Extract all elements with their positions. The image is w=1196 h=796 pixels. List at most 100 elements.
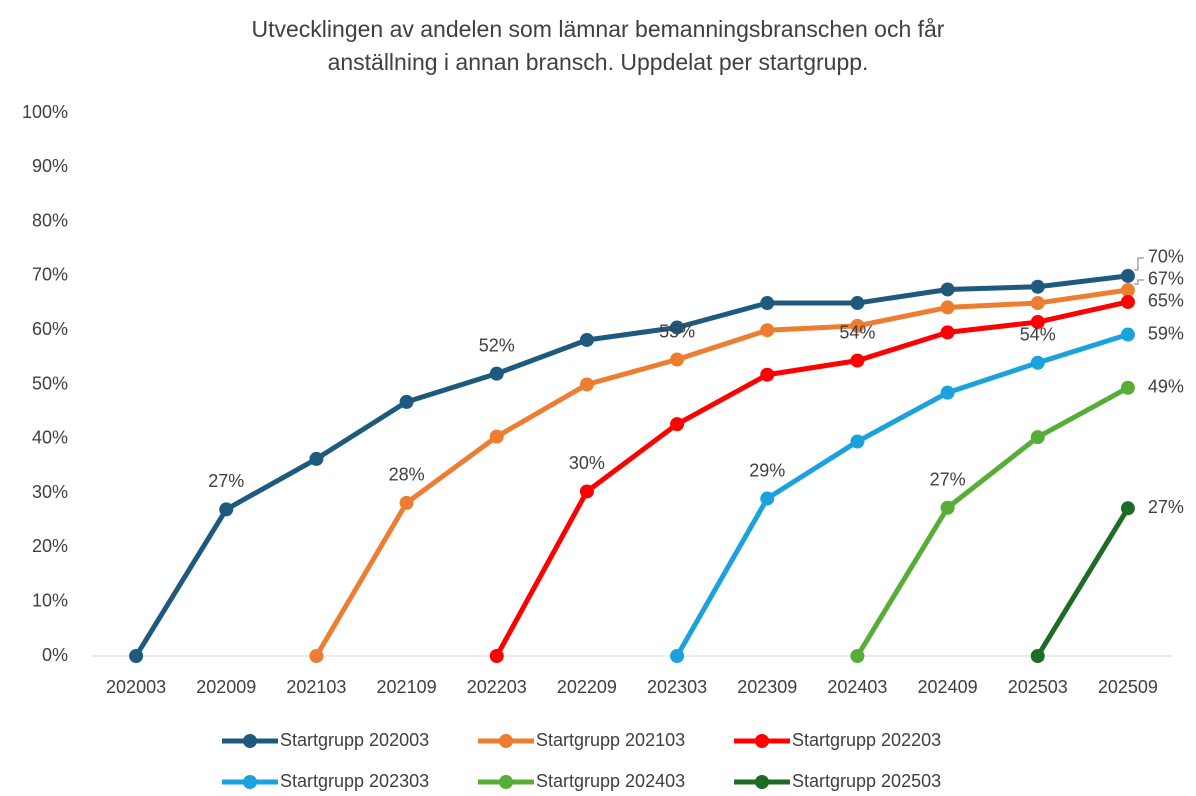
- data-point: [850, 434, 865, 449]
- y-tick-label: 100%: [22, 102, 68, 122]
- data-point: [670, 649, 685, 663]
- x-tick-label: 202209: [557, 677, 617, 697]
- data-label: 65%: [1148, 291, 1184, 311]
- y-tick-label: 60%: [32, 319, 68, 339]
- data-point: [399, 394, 414, 409]
- x-tick-label: 202309: [737, 677, 797, 697]
- data-point: [489, 366, 504, 381]
- data-point: [850, 296, 865, 311]
- data-point: [1120, 268, 1135, 283]
- data-point: [1120, 501, 1135, 516]
- data-point: [579, 377, 594, 392]
- data-label: 27%: [208, 471, 244, 491]
- y-tick-label: 80%: [32, 210, 68, 230]
- data-point: [760, 491, 775, 506]
- y-tick-label: 20%: [32, 536, 68, 556]
- data-point: [399, 495, 414, 510]
- legend-label: Startgrupp 202103: [536, 730, 685, 750]
- data-point: [1030, 279, 1045, 294]
- legend-label: Startgrupp 202503: [792, 771, 941, 791]
- legend-marker: [755, 734, 769, 748]
- data-point: [309, 649, 324, 663]
- y-tick-label: 70%: [32, 265, 68, 285]
- data-point: [850, 649, 865, 663]
- data-label: 30%: [569, 453, 605, 473]
- x-tick-label: 202003: [106, 677, 166, 697]
- data-point: [1030, 649, 1045, 663]
- data-point: [579, 484, 594, 499]
- y-tick-label: 50%: [32, 373, 68, 393]
- data-point: [1030, 430, 1045, 445]
- y-tick-label: 90%: [32, 156, 68, 176]
- data-point: [670, 320, 685, 335]
- data-label: 28%: [389, 465, 425, 485]
- data-point: [940, 300, 955, 315]
- series-line: [674, 332, 1129, 658]
- x-tick-label: 202303: [647, 677, 707, 697]
- y-tick-label: 40%: [32, 428, 68, 448]
- data-label: 54%: [1020, 325, 1056, 345]
- data-point: [940, 500, 955, 515]
- data-label: 29%: [749, 460, 785, 480]
- series-line: [1035, 507, 1131, 658]
- legend-marker: [499, 734, 513, 748]
- legend-label: Startgrupp 202203: [792, 730, 941, 750]
- y-tick-label: 30%: [32, 482, 68, 502]
- data-point: [1030, 296, 1045, 311]
- data-point: [760, 296, 775, 311]
- x-tick-label: 202403: [827, 677, 887, 697]
- x-tick-label: 202109: [377, 677, 437, 697]
- legend-label: Startgrupp 202003: [280, 730, 429, 750]
- data-point: [579, 332, 594, 347]
- legend-marker: [499, 775, 513, 789]
- data-point: [1120, 294, 1135, 309]
- data-point: [1030, 315, 1045, 330]
- chart-title: Utvecklingen av andelen som lämnar beman…: [252, 16, 945, 42]
- data-label: 52%: [479, 335, 515, 355]
- data-point: [850, 318, 865, 333]
- data-label: 49%: [1148, 377, 1184, 397]
- x-tick-label: 202009: [196, 677, 256, 697]
- leader-line: [1133, 257, 1144, 271]
- y-tick-label: 0%: [42, 645, 68, 665]
- data-label: 59%: [1148, 323, 1184, 343]
- y-tick-label: 10%: [32, 590, 68, 610]
- data-point: [129, 649, 144, 663]
- data-point: [1030, 355, 1045, 370]
- x-tick-label: 202203: [467, 677, 527, 697]
- data-point: [760, 367, 775, 382]
- legend-marker: [243, 734, 257, 748]
- legend-label: Startgrupp 202403: [536, 771, 685, 791]
- data-point: [670, 417, 685, 432]
- data-point: [940, 385, 955, 400]
- data-point: [670, 352, 685, 367]
- x-tick-label: 202409: [918, 677, 978, 697]
- chart-title: anställning i annan bransch. Uppdelat pe…: [328, 49, 869, 75]
- data-point: [1120, 380, 1135, 395]
- data-point: [940, 325, 955, 340]
- series-line: [855, 385, 1130, 658]
- series-line: [314, 287, 1129, 658]
- series-line: [494, 299, 1129, 658]
- data-label: 67%: [1148, 269, 1184, 289]
- data-label: 27%: [930, 470, 966, 490]
- series-line: [133, 273, 1129, 658]
- data-point: [940, 282, 955, 297]
- legend-label: Startgrupp 202303: [280, 771, 429, 791]
- data-point: [760, 323, 775, 338]
- leader-line: [1133, 279, 1144, 285]
- data-label: 27%: [1148, 497, 1184, 517]
- legend-marker: [755, 775, 769, 789]
- data-label: 54%: [839, 322, 875, 342]
- legend-marker: [243, 775, 257, 789]
- data-label: 70%: [1148, 247, 1184, 267]
- x-tick-label: 202509: [1098, 677, 1158, 697]
- x-tick-label: 202503: [1008, 677, 1068, 697]
- data-point: [489, 429, 504, 444]
- data-point: [219, 502, 234, 517]
- data-point: [1120, 327, 1135, 342]
- data-point: [489, 649, 504, 663]
- data-label: 55%: [659, 321, 695, 341]
